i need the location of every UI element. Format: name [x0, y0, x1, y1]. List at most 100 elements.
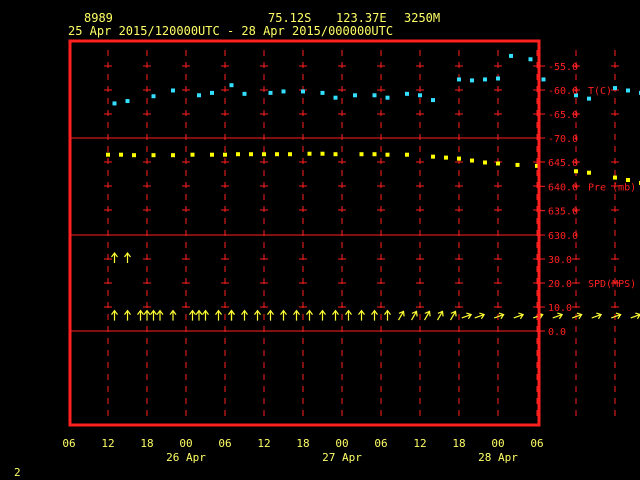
pressure-point	[275, 152, 279, 157]
temperature-point	[574, 93, 578, 98]
wind-arrow	[306, 309, 313, 321]
pressure-point	[249, 152, 253, 157]
wind-arrow	[397, 310, 405, 321]
temperature-point	[470, 78, 474, 83]
wind-arrow	[189, 309, 196, 321]
pressure-point	[210, 152, 214, 157]
wind-arrow	[228, 309, 235, 321]
pressure-point	[333, 152, 338, 157]
wind-arrow	[267, 309, 274, 321]
wind-arrow	[319, 309, 326, 321]
wind-axis-label: SPD(MPS)	[588, 279, 636, 290]
pressure-point	[470, 158, 474, 163]
temperature-point	[372, 93, 377, 98]
x-tick-label: 18	[296, 437, 309, 450]
temperature-point	[229, 83, 234, 88]
pressure-point	[262, 152, 266, 157]
pressure-point	[574, 169, 578, 174]
wind-arrow	[254, 309, 261, 321]
wind-arrow	[423, 310, 431, 321]
temperature-point	[541, 77, 546, 82]
y-tick-label: 10.0	[548, 303, 572, 314]
temperature-point	[281, 89, 286, 94]
x-tick-label: 12	[101, 437, 114, 450]
temperature-point	[509, 53, 513, 58]
x-tick-label: 06	[218, 437, 231, 450]
wind-arrow	[241, 309, 248, 321]
wind-arrow	[474, 312, 486, 320]
temperature-point	[528, 57, 533, 62]
pressure-point	[457, 156, 461, 161]
time-range: 25 Apr 2015/120000UTC - 28 Apr 2015/0000…	[68, 24, 394, 38]
page-number: 2	[14, 466, 21, 479]
plot-frame	[68, 39, 541, 427]
wind-arrow	[410, 310, 418, 321]
wind-arrow	[449, 310, 457, 321]
y-tick-label: -55.0	[548, 62, 578, 73]
wind-arrow	[332, 309, 339, 321]
x-tick-label: 06	[374, 437, 387, 450]
x-day-label: 26 Apr	[166, 451, 206, 464]
temperature-point	[301, 89, 305, 94]
wind-arrow	[345, 309, 352, 321]
wind-arrow	[371, 309, 378, 321]
wind-arrow	[124, 309, 131, 321]
wind-arrow	[111, 309, 118, 321]
pressure-point	[320, 151, 325, 156]
wind-arrow	[293, 309, 300, 321]
pressure-point	[171, 153, 175, 158]
pressure-point	[626, 178, 630, 183]
station-elevation: 3250M	[404, 11, 441, 25]
pressure-axis-label: Pre (mb)	[588, 182, 636, 193]
wind-arrow	[461, 312, 473, 320]
wind-arrow	[494, 312, 505, 320]
x-tick-label: 18	[140, 437, 153, 450]
pressure-point	[496, 161, 500, 166]
axis-labels: -55.0 -60.0 -65.0 -70.0 T(C) 645.0 640.0 635.0 6…	[62, 62, 636, 464]
y-tick-label: 30.0	[548, 255, 572, 266]
wind-arrow	[202, 309, 209, 321]
pressure-point	[431, 154, 435, 159]
wind-arrow	[111, 252, 118, 263]
pressure-point	[119, 152, 123, 157]
pressure-point	[483, 160, 487, 165]
y-tick-label: 0.0	[548, 327, 566, 338]
temperature-point	[405, 91, 409, 96]
pressure-point	[515, 162, 520, 167]
temperature-point	[457, 77, 461, 82]
y-tick-label: -60.0	[548, 86, 578, 97]
grid	[70, 50, 619, 420]
x-tick-label: 00	[491, 437, 504, 450]
wind-arrow	[611, 312, 622, 320]
temperature-point	[210, 90, 214, 95]
y-tick-label: -65.0	[548, 110, 578, 121]
temperature-axis-label: T(C)	[588, 86, 612, 97]
chart-marks	[106, 53, 640, 321]
x-day-label: 28 Apr	[478, 451, 518, 464]
temperature-point	[626, 88, 630, 93]
temperature-point	[151, 94, 156, 99]
wind-arrow	[552, 312, 564, 320]
x-tick-label: 06	[62, 437, 75, 450]
wind-arrow	[384, 309, 391, 321]
pressure-point	[535, 163, 539, 168]
y-tick-label: 635.0	[548, 207, 578, 218]
pressure-point	[236, 152, 240, 157]
pressure-point	[444, 155, 448, 160]
y-tick-label: -70.0	[548, 134, 578, 145]
wind-arrow	[169, 309, 177, 321]
y-tick-label: 640.0	[548, 182, 578, 193]
wind-arrow	[513, 312, 525, 320]
wind-arrow	[195, 309, 203, 321]
temperature-point	[418, 93, 422, 98]
pressure-point	[190, 152, 195, 157]
pressure-point	[106, 152, 110, 157]
y-tick-label: 645.0	[548, 158, 578, 169]
wind-arrow	[215, 309, 222, 321]
temperature-point	[242, 91, 247, 96]
wind-arrow	[137, 309, 144, 321]
x-day-label: 27 Apr	[322, 451, 362, 464]
y-tick-label: 630.0	[548, 231, 578, 242]
pressure-point	[385, 152, 390, 157]
